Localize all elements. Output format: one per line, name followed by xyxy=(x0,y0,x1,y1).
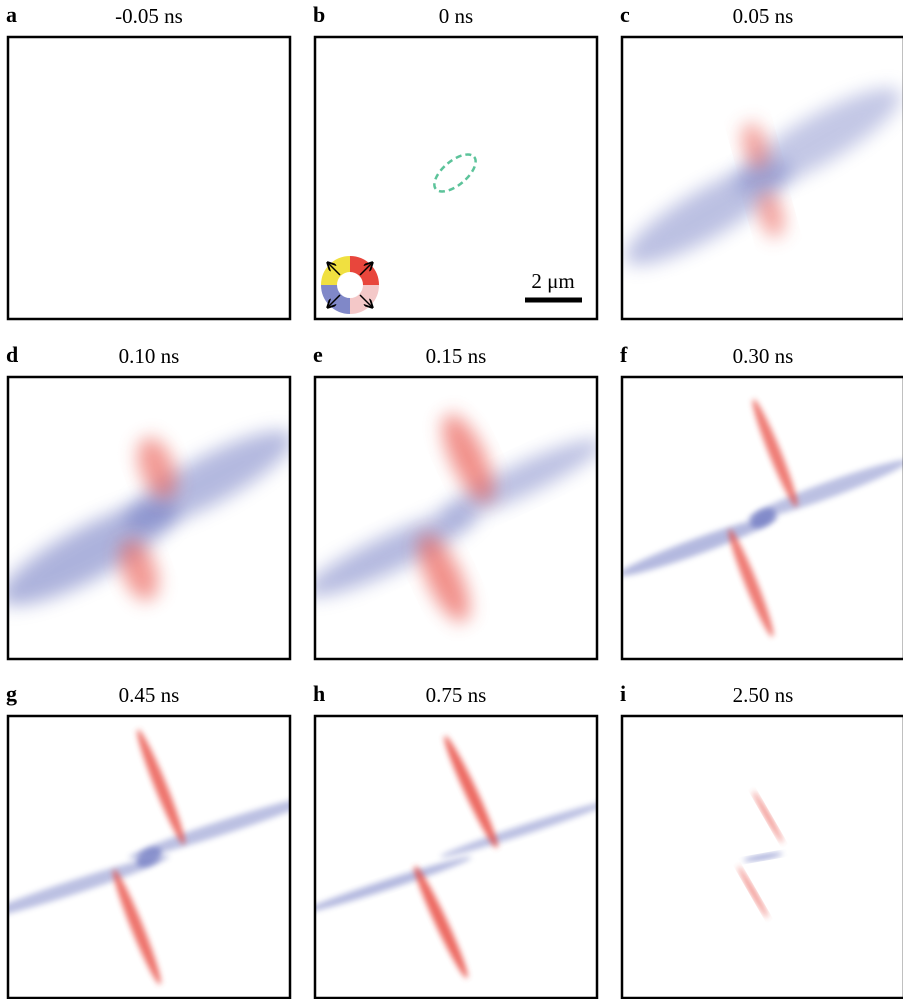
panel-letter: b xyxy=(313,2,325,27)
blob xyxy=(439,796,613,861)
panel-frame xyxy=(8,37,290,319)
panel-letter: f xyxy=(620,342,628,367)
panel-letter: i xyxy=(620,681,626,706)
panel: g 0.45 ns xyxy=(0,681,321,998)
panel-title: 0.30 ns xyxy=(733,344,794,368)
field-image xyxy=(299,733,613,980)
blob xyxy=(751,790,784,844)
panel-letter: h xyxy=(313,681,325,706)
panel-letter: d xyxy=(6,342,18,367)
field-image xyxy=(297,407,609,628)
panel: f 0.30 ns xyxy=(615,342,903,659)
field-image xyxy=(0,414,304,623)
panel: e 0.15 ns xyxy=(297,342,609,659)
panel-title: 0 ns xyxy=(439,4,473,28)
panel-title: -0.05 ns xyxy=(115,4,183,28)
blob xyxy=(439,733,502,850)
blob xyxy=(132,727,190,846)
panel-letter: g xyxy=(6,681,17,706)
field-image xyxy=(615,397,903,639)
blob xyxy=(748,397,803,509)
field-image xyxy=(614,72,903,282)
panel-letter: e xyxy=(313,342,323,367)
panel-title: 0.10 ns xyxy=(119,344,180,368)
panel: b 0 ns 2 μm xyxy=(313,2,597,319)
panel-title: 0.15 ns xyxy=(426,344,487,368)
scale-bar-label: 2 μm xyxy=(531,269,574,293)
panel: c 0.05 ns xyxy=(614,2,903,319)
blob xyxy=(409,863,472,980)
blob xyxy=(724,527,779,639)
panel: i 2.50 ns xyxy=(620,681,903,998)
blob xyxy=(114,414,304,546)
blob xyxy=(299,852,473,917)
panel-letter: a xyxy=(6,2,17,27)
panel: d 0.10 ns xyxy=(0,342,304,659)
blob xyxy=(736,865,769,919)
panel: a -0.05 ns xyxy=(6,2,290,319)
field-image xyxy=(0,727,321,986)
blob xyxy=(743,852,783,863)
field-image xyxy=(736,790,784,919)
figure: a -0.05 ns b 0 ns 2 μm c 0.05 ns d 0.10 ns e 0.15 … xyxy=(0,0,903,999)
blob xyxy=(108,867,166,986)
dashed-ellipse xyxy=(428,148,482,199)
panel-title: 0.05 ns xyxy=(733,4,794,28)
panel-title: 2.50 ns xyxy=(733,683,794,707)
panel-title: 0.75 ns xyxy=(426,683,487,707)
panel-title: 0.45 ns xyxy=(119,683,180,707)
panel-letter: c xyxy=(620,2,630,27)
panel: h 0.75 ns xyxy=(299,681,613,998)
